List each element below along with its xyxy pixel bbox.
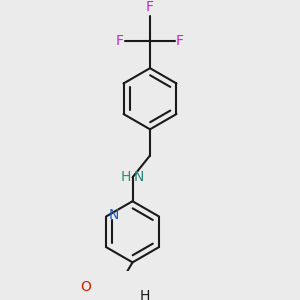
Text: N: N [134, 170, 144, 184]
Text: F: F [176, 34, 184, 47]
Text: O: O [80, 280, 91, 294]
Text: H: H [121, 170, 131, 184]
Text: H: H [140, 289, 150, 300]
Text: N: N [109, 208, 119, 222]
Text: F: F [116, 34, 124, 47]
Text: F: F [146, 1, 154, 14]
